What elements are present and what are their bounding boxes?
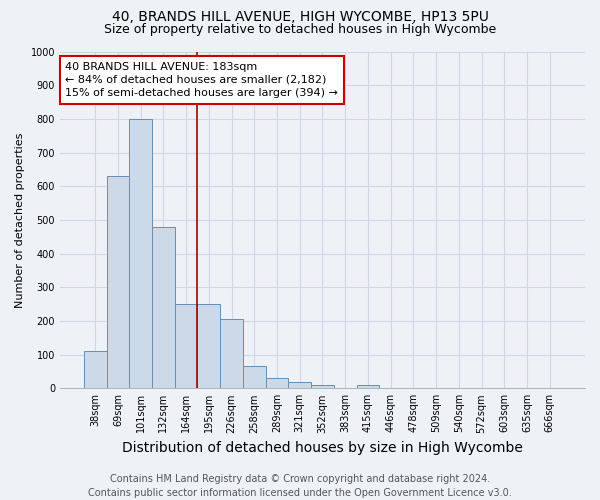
Bar [129,119,152,388]
Bar [152,226,175,388]
Bar [84,352,107,389]
Text: Contains HM Land Registry data © Crown copyright and database right 2024.
Contai: Contains HM Land Registry data © Crown c… [88,474,512,498]
Bar [289,382,311,388]
Y-axis label: Number of detached properties: Number of detached properties [15,132,25,308]
Text: Size of property relative to detached houses in High Wycombe: Size of property relative to detached ho… [104,22,496,36]
Bar [220,320,243,388]
Text: 40 BRANDS HILL AVENUE: 183sqm
← 84% of detached houses are smaller (2,182)
15% o: 40 BRANDS HILL AVENUE: 183sqm ← 84% of d… [65,62,338,98]
Bar [266,378,289,388]
Bar [243,366,266,388]
Bar [107,176,129,388]
Text: 40, BRANDS HILL AVENUE, HIGH WYCOMBE, HP13 5PU: 40, BRANDS HILL AVENUE, HIGH WYCOMBE, HP… [112,10,488,24]
Bar [311,385,334,388]
X-axis label: Distribution of detached houses by size in High Wycombe: Distribution of detached houses by size … [122,441,523,455]
Bar [197,304,220,388]
Bar [175,304,197,388]
Bar [356,385,379,388]
